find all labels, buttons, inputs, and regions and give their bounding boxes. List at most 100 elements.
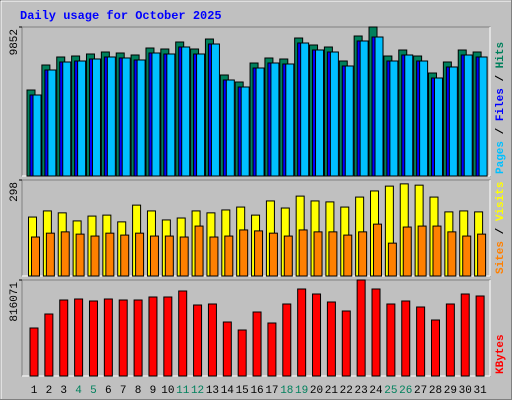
bar [225,79,235,177]
bar [103,298,113,377]
bar [239,229,249,277]
bar [445,303,455,377]
x-tick-label: 8 [135,385,142,397]
bar [62,61,72,177]
x-tick-label: 9 [150,385,157,397]
bar [252,311,262,377]
bar [105,232,115,277]
x-tick-label: 2 [46,385,53,397]
bar [386,303,396,377]
bar [121,57,131,177]
bar [268,232,278,277]
bar [373,223,383,277]
bar [326,301,336,377]
legend: Sites / Visits [495,182,507,274]
bar [448,66,458,177]
bar [178,290,188,377]
bar [463,54,473,177]
bar [237,329,247,377]
bar [118,299,128,377]
bar [389,60,399,177]
bar [193,304,203,377]
x-tick-label: 4 [75,385,82,397]
x-tick-label: 16 [250,385,263,397]
bar [255,67,265,177]
y-tick-label: 298 [9,182,21,202]
legend-separator: / [495,68,507,88]
chart-title: Daily usage for October 2025 [20,9,222,23]
bar [359,40,369,177]
bar [371,288,381,377]
bar [341,310,351,377]
x-tick-label: 19 [295,385,308,397]
bar [31,236,40,277]
x-tick-label: 17 [265,385,278,397]
bar [432,225,442,277]
bar [74,298,84,377]
x-tick-label: 24 [369,385,383,397]
x-tick-label: 14 [221,385,235,397]
bar [88,300,98,377]
x-tick-label: 5 [90,385,97,397]
x-tick-label: 28 [429,385,442,397]
legend-entry: Pages [495,141,507,174]
x-tick-label: 1 [31,385,38,397]
bar [133,299,143,377]
bar [164,235,174,277]
y-tick-label: 9852 [9,29,21,55]
x-tick-label: 29 [444,385,457,397]
x-tick-label: 21 [325,385,339,397]
bar [207,303,217,377]
bar [419,60,429,177]
x-tick-label: 25 [384,385,397,397]
bar [75,233,85,277]
bar [149,235,159,277]
bar [222,321,232,377]
bar [270,62,280,177]
y-tick-label: 816071 [9,282,21,322]
bar [374,36,384,177]
bar [181,46,191,177]
bar [44,313,54,377]
bar [433,77,443,177]
x-tick-label: 10 [161,385,174,397]
bar [478,56,488,177]
bar [430,319,440,377]
bar [179,236,189,277]
legend-entry: Visits [495,182,507,222]
legend-entry: Sites [495,241,507,274]
x-tick-label: 23 [355,385,368,397]
x-tick-label: 20 [310,385,323,397]
bar [47,69,57,177]
bar [77,60,87,177]
bar [240,86,250,177]
bar [312,293,322,377]
bar [148,296,158,377]
bar [60,231,70,277]
bar [447,231,457,277]
x-tick-label: 31 [473,385,487,397]
bar [344,65,354,177]
x-tick-label: 13 [206,385,219,397]
legend-separator: / [495,121,507,141]
bar [224,235,234,277]
x-tick-label: 18 [280,385,293,397]
bar [209,236,219,277]
bar [477,233,487,277]
bar [402,226,412,277]
bar [313,231,323,277]
bar [329,51,339,177]
legend: Pages / Files / Hits [495,42,507,174]
x-tick-label: 12 [191,385,204,397]
x-tick-label: 11 [176,385,190,397]
bar [315,49,325,177]
bar [328,231,338,277]
legend-entry: Hits [495,42,507,68]
bar [460,293,470,377]
x-tick-label: 22 [340,385,353,397]
bar [282,303,292,377]
bar [356,279,366,377]
bar [267,322,277,377]
bar [475,295,485,377]
